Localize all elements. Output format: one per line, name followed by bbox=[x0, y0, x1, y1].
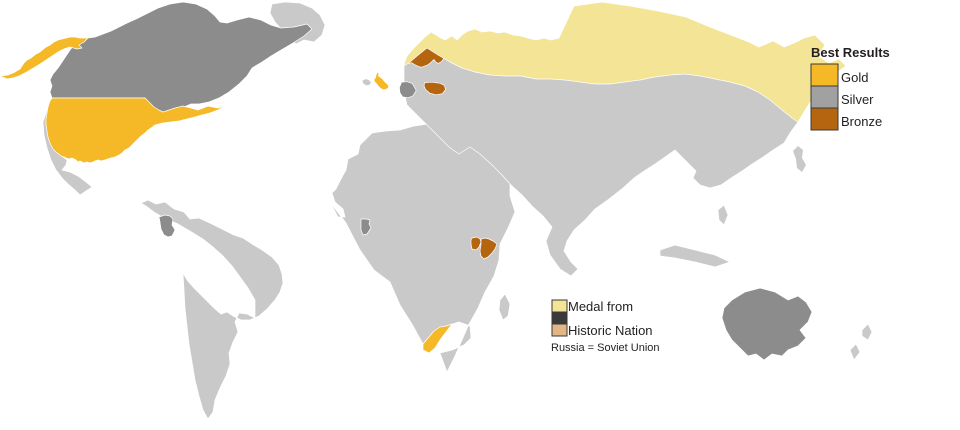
svg-text:Russia = Soviet Union: Russia = Soviet Union bbox=[551, 342, 660, 354]
svg-text:Medal from: Medal from bbox=[568, 299, 633, 314]
svg-text:Historic Nation: Historic Nation bbox=[568, 323, 653, 338]
svg-text:Gold: Gold bbox=[841, 70, 868, 85]
svg-text:Best Results: Best Results bbox=[811, 45, 890, 60]
svg-text:Silver: Silver bbox=[841, 92, 874, 107]
svg-text:Bronze: Bronze bbox=[841, 114, 882, 129]
